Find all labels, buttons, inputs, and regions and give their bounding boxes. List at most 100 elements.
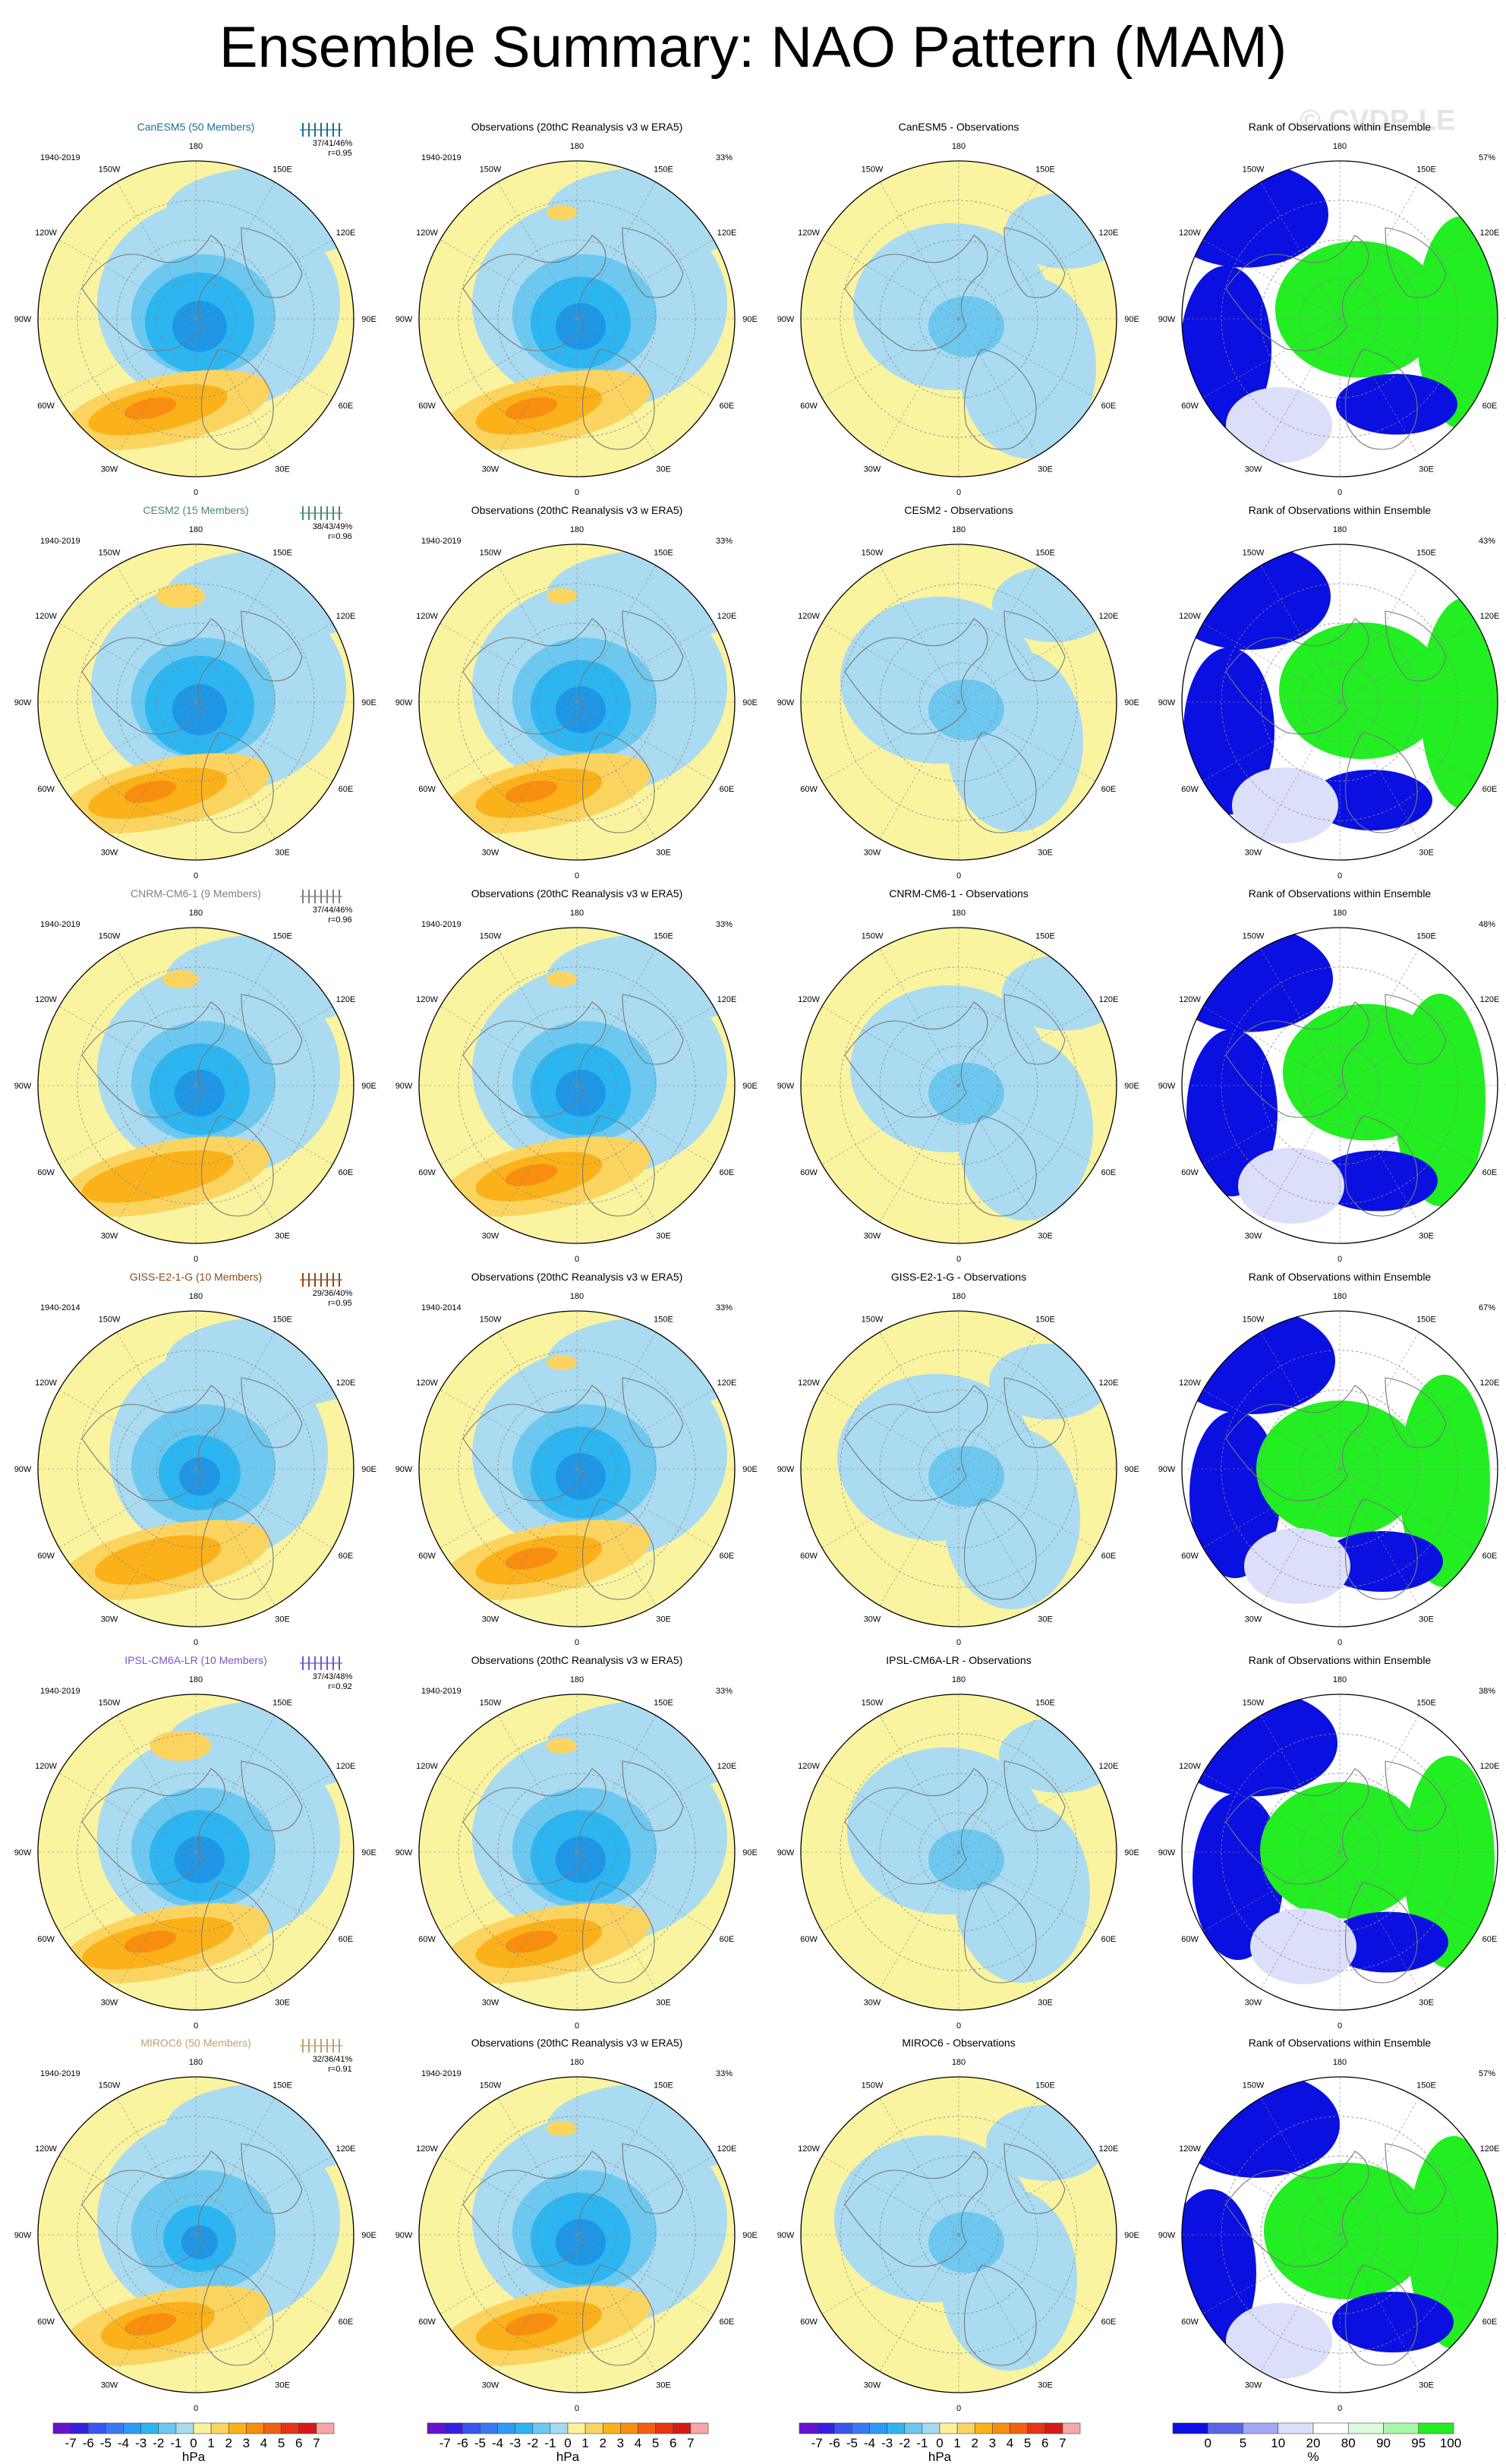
hpa-colorbar-swatch [550,2422,569,2434]
longitude-label: 90E [1124,698,1139,707]
obs-title: Observations (20thC Reanalysis v3 w ERA5… [471,1271,683,1283]
graticule-lon [1339,1851,1477,1932]
rank-region [1189,1411,1281,1578]
coastline [963,1115,1037,1217]
diff-panel: 180 150E 120E 90E 60E 30E 0 30W 60W 90W 120W 150W IP… [777,1654,1139,2031]
hpa-colorbar-swatch [833,2422,852,2434]
graticule-lon [497,1468,578,1606]
longitude-label: 60E [1482,1552,1498,1561]
positive-core [124,2313,177,2336]
longitude-label: 120W [798,2144,820,2154]
graticule-lon [1260,1331,1341,1470]
coastline [963,348,1037,450]
longitude-label: 30W [864,848,881,857]
coastline [462,1001,606,1118]
longitude-label: 120E [717,995,737,1004]
hpa-colorbar-label: -6 [83,2436,94,2450]
rank-title: Rank of Observations within Ensemble [1249,887,1432,900]
longitude-label: 0 [575,488,579,497]
coastline [844,2150,988,2267]
obs-panel: 180 150E 120E 90E 60E 30E 0 30W 60W 90W 120W 150W Ob… [395,1271,758,1647]
longitude-label: 120W [35,2144,57,2154]
graticule-lon [440,2234,578,2314]
longitude-label: 0 [1337,1638,1342,1647]
longitude-label: 180 [189,909,203,918]
difference-region [953,1801,1090,1983]
longitude-label: 60W [418,1552,436,1561]
longitude-label: 30W [101,1615,118,1624]
graticule-lon [958,701,1038,840]
map-fill [419,1311,735,1627]
coastline [1385,610,1447,682]
diff-title: MIROC6 - Observations [902,2037,1015,2049]
graticule-lon [958,1851,1096,1932]
graticule-lon [195,622,333,703]
graticule-lon [497,1331,578,1470]
map-fill [38,2077,354,2393]
rank-pct: 57% [1479,2069,1495,2078]
period-label: 1940-2019 [40,2069,80,2078]
coastline [622,1377,684,1448]
rank-panel: 180150E120E90E60E30E030W60W90W120W150WRa… [1158,887,1506,1264]
map-outline [418,160,736,477]
graticule-lon [576,2234,657,2372]
longitude-label: 150W [480,165,502,175]
graticule-lon [576,1851,714,1932]
map-fill [1182,2077,1498,2393]
hpa-colorbar-swatch [1062,2422,1081,2434]
coastline [963,732,1037,833]
longitude-label: 0 [575,2404,579,2413]
rank-pct: 67% [1479,1303,1495,1312]
longitude-label: 30W [101,1231,118,1240]
hpa-colorbar-label: 5 [1024,2436,1031,2450]
graticule-lat [156,1045,236,1126]
longitude-label: 60W [37,402,55,411]
hpa-colorbar-swatch [193,2422,212,2434]
graticule-lon [195,1331,276,1470]
graticule-lon [195,1085,276,1223]
longitude-label: 90W [395,2231,413,2240]
coastline [581,1115,655,1217]
graticule-lon [58,239,197,320]
graticule-lon [1339,239,1477,320]
graticule-lon [58,1389,197,1470]
negative-core [556,1836,606,1883]
rank-title: Rank of Observations within Ensemble [1249,1654,1432,1666]
graticule-lon [195,1006,333,1086]
graticule-lon [1260,1851,1341,1990]
rank-region [1250,1908,1356,1984]
graticule-lon [195,2234,333,2314]
graticule-lat [918,2195,999,2275]
graticule-lon [58,318,197,399]
map-fill [38,928,354,1243]
hpa-colorbar-swatch [228,2422,247,2434]
longitude-label: 30E [275,1615,290,1624]
hpa-colorbar-label: 1 [581,2436,588,2450]
diff-panel: 180 150E 120E 90E 60E 30E 0 30W 60W 90W 120W 150W MI… [777,2037,1139,2413]
graticule-lon [958,2234,1096,2314]
pattern-stats: 37/44/46% [313,906,353,915]
longitude-label: 30W [101,1998,118,2007]
rank-region [1332,2292,1454,2352]
hpa-colorbar-swatch [799,2422,818,2434]
graticule-lon [576,181,657,320]
longitude-label: 120E [717,1762,737,1771]
longitude-label: 150E [1416,1699,1436,1708]
negative-core [556,1070,606,1117]
longitude-label: 120W [416,2144,438,2154]
pattern-correlation: r=0.95 [328,1299,352,1308]
hpa-colorbar-swatch [584,2422,603,2434]
hpa-colorbar-swatch [70,2422,89,2434]
diff-title: CNRM-CM6-1 - Observations [889,887,1029,900]
pattern-stats: 32/36/41% [313,2055,353,2064]
coastline [462,1768,606,1885]
period-label: 1940-2014 [40,1303,80,1312]
map-outline [1181,544,1498,861]
negative-core [172,301,227,352]
obs-panel: 180 150E 120E 90E 60E 30E 0 30W 60W 90W 120W 150W Ob… [395,2037,758,2413]
graticule-lon [1202,1006,1341,1086]
longitude-label: 120E [1099,228,1119,238]
longitude-label: 120W [35,1762,57,1771]
rank-colorbar-swatch [1172,2422,1208,2434]
